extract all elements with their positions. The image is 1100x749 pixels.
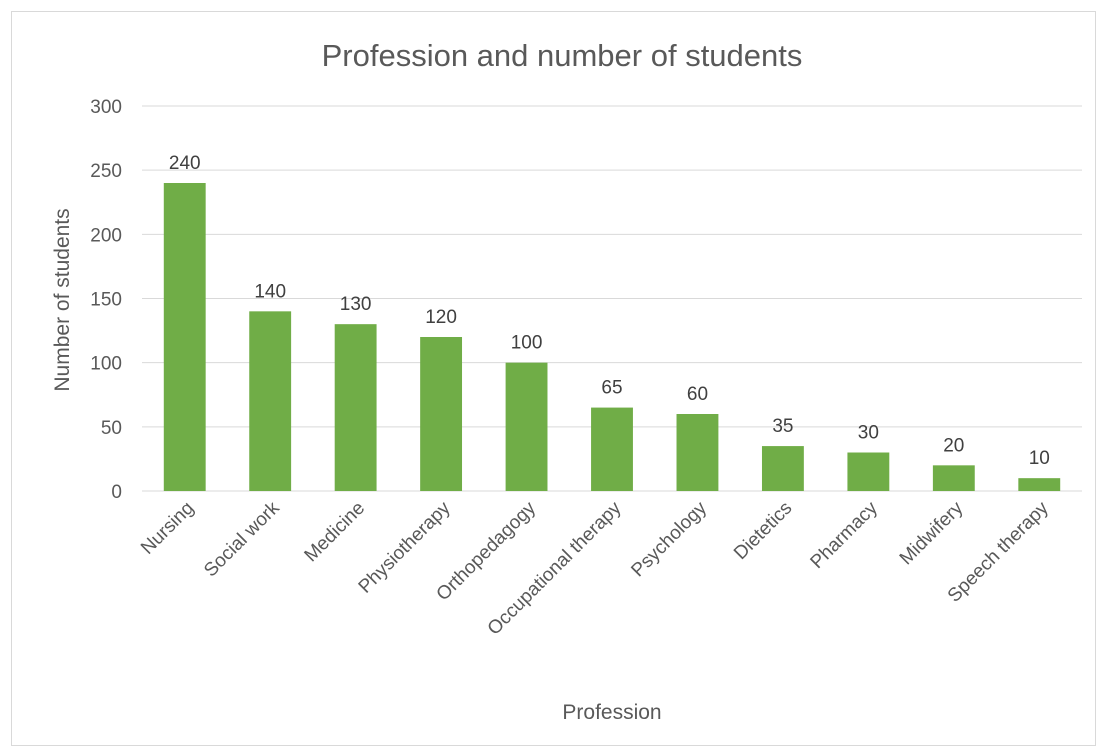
y-tick-label: 0 <box>111 482 122 503</box>
bar <box>249 311 292 491</box>
data-label: 30 <box>858 423 879 444</box>
bar <box>676 414 719 491</box>
y-tick-label: 150 <box>90 290 122 311</box>
bar <box>761 446 804 491</box>
data-label: 140 <box>254 281 286 302</box>
y-axis-title: Number of students <box>51 208 74 391</box>
data-label: 60 <box>687 384 708 405</box>
y-tick-label: 300 <box>90 97 122 118</box>
data-label: 35 <box>772 416 793 437</box>
data-label: 20 <box>943 435 964 456</box>
bar <box>334 324 377 491</box>
data-label: 120 <box>425 307 457 328</box>
data-label: 130 <box>340 294 372 315</box>
gridlines <box>142 105 1082 492</box>
y-tick-label: 100 <box>90 354 122 375</box>
data-labels: 240 140 130 120 100 65 60 35 30 20 10 <box>169 153 1050 469</box>
x-tick-label: Pharmacy <box>807 497 883 573</box>
x-axis-ticks: Nursing Social work MedicinePhysiotherapyO… <box>137 497 1053 639</box>
bar <box>163 183 206 491</box>
bar <box>847 452 890 491</box>
y-tick-label: 50 <box>101 418 122 439</box>
data-label: 65 <box>601 378 622 399</box>
bars <box>163 183 1061 491</box>
x-tick-label: Midwifery <box>896 497 968 569</box>
bar <box>932 465 975 491</box>
y-axis-ticks: 0 50 100 150 200 250 300 <box>90 97 122 503</box>
x-tick-label: Medicine <box>301 498 370 567</box>
x-tick-label: Psychology <box>627 497 711 581</box>
x-tick-label: Nursing <box>137 498 198 559</box>
bar <box>1018 478 1061 491</box>
data-label: 10 <box>1029 448 1050 469</box>
bar <box>591 407 633 491</box>
y-tick-label: 250 <box>90 161 122 182</box>
x-axis-title: Profession <box>562 701 661 724</box>
y-tick-label: 200 <box>90 225 122 246</box>
data-label: 240 <box>169 153 201 174</box>
chart-title: Profession and number of students <box>322 38 803 73</box>
x-tick-label: Dietetics <box>730 498 796 564</box>
bar <box>505 362 548 491</box>
data-label: 100 <box>511 333 543 354</box>
bar <box>420 337 463 491</box>
x-tick-label: Social work <box>200 497 284 581</box>
